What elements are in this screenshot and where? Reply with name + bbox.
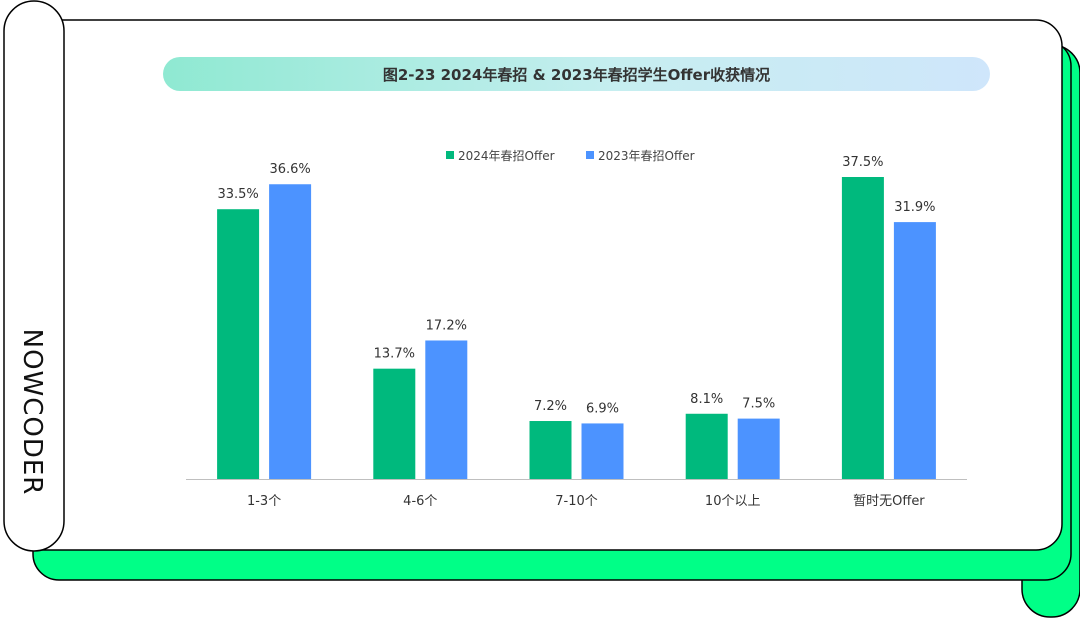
x-tick-label: 暂时无Offer <box>853 494 925 509</box>
bar-2023-0 <box>269 184 312 480</box>
data-label: 13.7% <box>374 347 415 362</box>
chart-title: 图2-23 2024年春招 & 2023年春招学生Offer收获情况 <box>382 65 771 84</box>
bar-2023-4 <box>893 222 936 479</box>
bar-2023-3 <box>737 418 780 479</box>
legend-swatch-0 <box>446 151 454 159</box>
data-label: 31.9% <box>894 200 935 215</box>
legend-label: 2024年春招Offer <box>458 149 555 163</box>
bar-2024-3 <box>685 413 728 479</box>
x-tick-label: 7-10个 <box>555 494 598 509</box>
legend-label: 2023年春招Offer <box>598 149 695 163</box>
bar-2023-1 <box>425 340 468 479</box>
x-tick-label: 4-6个 <box>403 494 437 509</box>
bar-2023-2 <box>581 423 624 479</box>
bar-2024-1 <box>373 368 416 479</box>
data-label: 6.9% <box>586 401 619 416</box>
data-label: 17.2% <box>426 318 467 333</box>
brand-strip <box>3 0 65 552</box>
data-label: 7.2% <box>534 399 567 414</box>
chart-title-pill: 图2-23 2024年春招 & 2023年春招学生Offer收获情况 <box>163 57 990 91</box>
bar-2024-0 <box>217 209 260 480</box>
data-label: 8.1% <box>690 392 723 407</box>
bar-2024-4 <box>841 177 884 479</box>
data-label: 7.5% <box>742 397 775 412</box>
bar-2024-2 <box>529 421 572 479</box>
x-tick-label: 1-3个 <box>247 494 281 509</box>
x-tick-label: 10个以上 <box>705 494 761 509</box>
data-label: 37.5% <box>842 155 883 170</box>
legend-swatch-1 <box>586 151 594 159</box>
data-label: 33.5% <box>217 187 258 202</box>
data-label: 36.6% <box>269 162 310 177</box>
